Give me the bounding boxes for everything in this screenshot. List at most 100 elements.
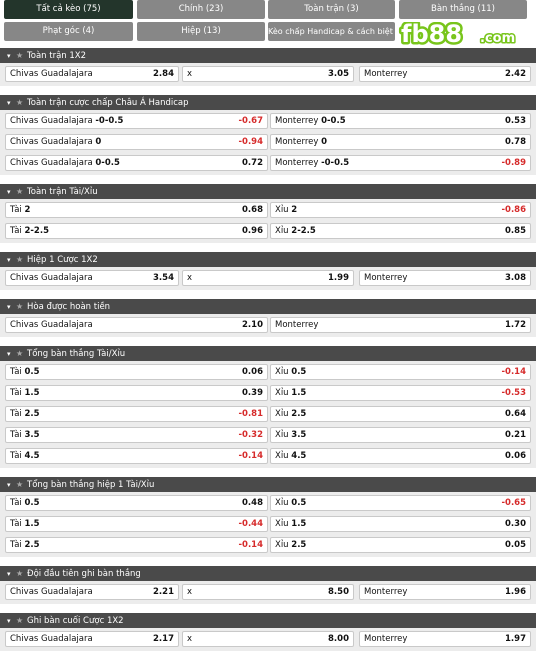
odds-button[interactable]: Tài 2.5 -0.81 bbox=[5, 406, 268, 422]
market-header[interactable]: ▾ ★ Hòa được hoàn tiền bbox=[0, 299, 536, 314]
market-header[interactable]: ▾ ★ Toàn trận cược chấp Châu Á Handicap bbox=[0, 95, 536, 110]
favorite-star-icon[interactable]: ★ bbox=[16, 349, 24, 358]
odds-button[interactable]: Tài 2.5 -0.14 bbox=[5, 537, 268, 553]
odds-button[interactable]: Chivas Guadalajara 0 -0.94 bbox=[5, 134, 268, 150]
tab-corners[interactable]: Phạt góc (4) bbox=[4, 22, 133, 41]
tab-goals[interactable]: Bàn thắng (11) bbox=[399, 0, 527, 19]
collapse-caret-icon[interactable]: ▾ bbox=[7, 617, 11, 625]
odds-value: 2.10 bbox=[242, 320, 263, 330]
odds-button[interactable]: Chivas Guadalajara 2.17 bbox=[5, 631, 179, 647]
favorite-star-icon[interactable]: ★ bbox=[16, 51, 24, 60]
tab-main[interactable]: Chính (23) bbox=[137, 0, 265, 19]
tab-handicap[interactable]: Kèo chấp Handicap & cách biệt (3) bbox=[268, 22, 395, 41]
odds-button[interactable]: Xỉu 3.5 0.21 bbox=[270, 427, 531, 443]
market-header[interactable]: ▾ ★ Tổng bàn thắng hiệp 1 Tài/Xỉu bbox=[0, 477, 536, 492]
favorite-star-icon[interactable]: ★ bbox=[16, 255, 24, 264]
odds-button[interactable]: Chivas Guadalajara 3.54 bbox=[5, 270, 179, 286]
tab-full-match[interactable]: Toàn trận (3) bbox=[268, 0, 395, 19]
odds-button[interactable]: Tài 2 0.68 bbox=[5, 202, 268, 218]
odds-button[interactable]: Monterrey 1.96 bbox=[359, 584, 531, 600]
odds-button[interactable]: Chivas Guadalajara 2.21 bbox=[5, 584, 179, 600]
selection-label: Monterrey bbox=[364, 271, 407, 285]
odds-button[interactable]: Monterrey 3.08 bbox=[359, 270, 531, 286]
odds-button[interactable]: x 8.50 bbox=[182, 584, 354, 600]
odds-button[interactable]: Xỉu 1.5 0.30 bbox=[270, 516, 531, 532]
odds-button[interactable]: Chivas Guadalajara 2.10 bbox=[5, 317, 268, 333]
odds-value: -0.67 bbox=[238, 116, 264, 126]
odds-button[interactable]: Monterrey 0 0.78 bbox=[270, 134, 531, 150]
odds-button[interactable]: Xỉu 4.5 0.06 bbox=[270, 448, 531, 464]
odds-button[interactable]: Monterrey -0-0.5 -0.89 bbox=[270, 155, 531, 171]
svg-text:.com: .com bbox=[480, 31, 515, 46]
odds-button[interactable]: Xỉu 2.5 0.05 bbox=[270, 537, 531, 553]
odds-button[interactable]: Xỉu 0.5 -0.14 bbox=[270, 364, 531, 380]
odds-value: 3.05 bbox=[328, 69, 349, 79]
favorite-star-icon[interactable]: ★ bbox=[16, 569, 24, 578]
odds-value: 1.72 bbox=[505, 320, 526, 330]
handicap-line: 2-2.5 bbox=[291, 226, 316, 236]
odds-button[interactable]: Xỉu 2-2.5 0.85 bbox=[270, 223, 531, 239]
favorite-star-icon[interactable]: ★ bbox=[16, 480, 24, 489]
market-header[interactable]: ▾ ★ Ghi bàn cuối Cược 1X2 bbox=[0, 613, 536, 628]
collapse-caret-icon[interactable]: ▾ bbox=[7, 303, 11, 311]
market-title: Đội đầu tiên ghi bàn thắng bbox=[27, 569, 141, 579]
market-header[interactable]: ▾ ★ Toàn trận Tài/Xỉu bbox=[0, 184, 536, 199]
odds-button[interactable]: Monterrey 2.42 bbox=[359, 66, 531, 82]
market-tab-bar: Tất cả kèo (75) Chính (23) Toàn trận (3)… bbox=[0, 0, 536, 51]
selection-label: x bbox=[187, 632, 192, 646]
odds-button[interactable]: Xỉu 1.5 -0.53 bbox=[270, 385, 531, 401]
market-header[interactable]: ▾ ★ Tổng bàn thắng Tài/Xỉu bbox=[0, 346, 536, 361]
odds-value: -0.32 bbox=[238, 430, 264, 440]
selection-label: Tài 3.5 bbox=[10, 428, 40, 442]
odds-button[interactable]: Tài 1.5 0.39 bbox=[5, 385, 268, 401]
odds-button[interactable]: x 1.99 bbox=[182, 270, 354, 286]
odds-button[interactable]: Tài 0.5 0.48 bbox=[5, 495, 268, 511]
odds-button[interactable]: Tài 1.5 -0.44 bbox=[5, 516, 268, 532]
tab-halves[interactable]: Hiệp (13) bbox=[137, 22, 265, 41]
odds-button[interactable]: Tài 3.5 -0.32 bbox=[5, 427, 268, 443]
tab-all-markets[interactable]: Tất cả kèo (75) bbox=[4, 0, 133, 19]
handicap-line: -0-0.5 bbox=[321, 158, 350, 168]
selection-label: Xỉu 0.5 bbox=[275, 496, 306, 510]
odds-button[interactable]: Xỉu 0.5 -0.65 bbox=[270, 495, 531, 511]
collapse-caret-icon[interactable]: ▾ bbox=[7, 350, 11, 358]
selection-label: Tài 0.5 bbox=[10, 365, 40, 379]
odds-button[interactable]: Tài 0.5 0.06 bbox=[5, 364, 268, 380]
svg-text:fb88: fb88 bbox=[401, 22, 462, 46]
favorite-star-icon[interactable]: ★ bbox=[16, 187, 24, 196]
odds-value: 0.21 bbox=[505, 430, 526, 440]
selection-name: Xỉu bbox=[275, 367, 289, 377]
odds-button[interactable]: Chivas Guadalajara -0-0.5 -0.67 bbox=[5, 113, 268, 129]
collapse-caret-icon[interactable]: ▾ bbox=[7, 256, 11, 264]
odds-button[interactable]: Xỉu 2 -0.86 bbox=[270, 202, 531, 218]
market-header[interactable]: ▾ ★ Hiệp 1 Cược 1X2 bbox=[0, 252, 536, 267]
collapse-caret-icon[interactable]: ▾ bbox=[7, 188, 11, 196]
favorite-star-icon[interactable]: ★ bbox=[16, 302, 24, 311]
odds-button[interactable]: Monterrey 1.72 bbox=[270, 317, 531, 333]
collapse-caret-icon[interactable]: ▾ bbox=[7, 481, 11, 489]
handicap-line: 0.5 bbox=[291, 498, 307, 508]
odds-button[interactable]: Chivas Guadalajara 0-0.5 0.72 bbox=[5, 155, 268, 171]
collapse-caret-icon[interactable]: ▾ bbox=[7, 570, 11, 578]
selection-name: Monterrey bbox=[364, 273, 408, 283]
odds-value: 1.96 bbox=[505, 587, 526, 597]
odds-button[interactable]: Chivas Guadalajara 2.84 bbox=[5, 66, 179, 82]
favorite-star-icon[interactable]: ★ bbox=[16, 616, 24, 625]
market-header[interactable]: ▾ ★ Đội đầu tiên ghi bàn thắng bbox=[0, 566, 536, 581]
selection-label: Monterrey bbox=[275, 318, 318, 332]
collapse-caret-icon[interactable]: ▾ bbox=[7, 52, 11, 60]
odds-button[interactable]: Monterrey 0-0.5 0.53 bbox=[270, 113, 531, 129]
odds-button[interactable]: Monterrey 1.97 bbox=[359, 631, 531, 647]
market-header[interactable]: ▾ ★ Toàn trận 1X2 bbox=[0, 48, 536, 63]
favorite-star-icon[interactable]: ★ bbox=[16, 98, 24, 107]
odds-button[interactable]: Tài 4.5 -0.14 bbox=[5, 448, 268, 464]
selection-label: Chivas Guadalajara bbox=[10, 67, 93, 81]
odds-button[interactable]: x 3.05 bbox=[182, 66, 354, 82]
selection-label: Tài 2-2.5 bbox=[10, 224, 49, 238]
selection-name: Chivas Guadalajara bbox=[10, 273, 93, 283]
selection-label: Xỉu 0.5 bbox=[275, 365, 306, 379]
odds-button[interactable]: Tài 2-2.5 0.96 bbox=[5, 223, 268, 239]
collapse-caret-icon[interactable]: ▾ bbox=[7, 99, 11, 107]
odds-button[interactable]: x 8.00 bbox=[182, 631, 354, 647]
odds-button[interactable]: Xỉu 2.5 0.64 bbox=[270, 406, 531, 422]
